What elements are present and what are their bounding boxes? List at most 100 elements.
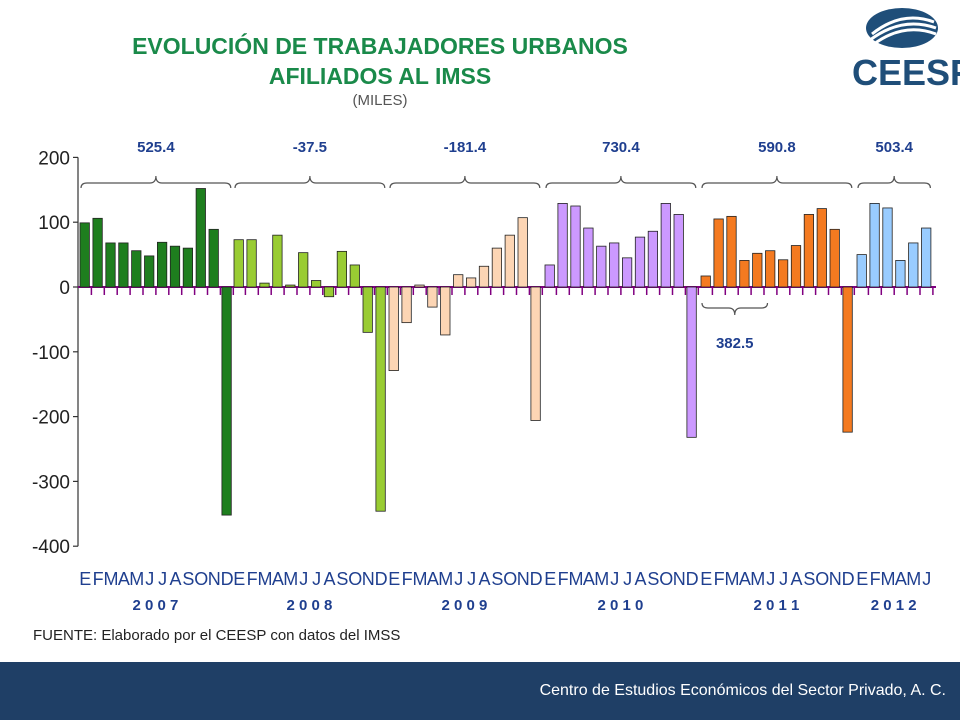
month-label: S: [803, 569, 815, 589]
month-label: M: [258, 569, 272, 589]
bar: [259, 282, 270, 288]
bar: [156, 241, 168, 288]
month-label: E: [388, 569, 400, 589]
month-label: A: [634, 569, 646, 589]
month-label: E: [233, 569, 245, 589]
group-total-label: 525.4: [137, 139, 175, 156]
year-label: 2 0 0 7: [132, 597, 178, 614]
month-label: J: [145, 569, 153, 589]
month-label: D: [686, 569, 699, 589]
year-label: 2 0 0 9: [441, 597, 487, 614]
month-label: M: [129, 569, 143, 589]
bar: [414, 284, 425, 288]
bar: [921, 227, 932, 288]
bar: [647, 230, 659, 288]
month-label: O: [503, 569, 517, 589]
month-label: F: [870, 569, 881, 589]
bar: [596, 245, 607, 288]
month-label: F: [402, 569, 413, 589]
month-label: A: [118, 569, 130, 589]
bar: [634, 236, 646, 288]
group-total-label: 730.4: [602, 139, 640, 156]
group-bracket: [80, 175, 232, 189]
month-label: A: [323, 569, 335, 589]
y-tick-label: -300: [32, 472, 70, 493]
year-label: 2 0 1 2: [871, 597, 917, 614]
ceesp-logo-icon: [866, 8, 938, 48]
group-total-label: 503.4: [875, 139, 913, 156]
month-label: D: [221, 569, 234, 589]
month-label: M: [104, 569, 118, 589]
bar: [478, 265, 490, 288]
bar: [557, 203, 568, 288]
bar: [908, 242, 919, 288]
logo-text: CEESP: [852, 52, 960, 93]
bar: [221, 286, 232, 516]
month-label: S: [491, 569, 503, 589]
bar: [622, 257, 633, 288]
month-label: S: [336, 569, 348, 589]
month-label: S: [647, 569, 659, 589]
month-label: O: [815, 569, 829, 589]
bar: [362, 286, 373, 333]
bar: [375, 286, 386, 512]
month-label: M: [725, 569, 739, 589]
chart-title: EVOLUCIÓN DE TRABAJADORES URBANOS: [132, 33, 628, 59]
month-label: M: [881, 569, 895, 589]
group-total-label: 590.8: [758, 139, 796, 156]
bar: [895, 260, 906, 288]
footer-bar: Centro de Estudios Económicos del Sector…: [0, 662, 960, 720]
bar: [765, 250, 776, 288]
bar: [803, 214, 815, 288]
y-tick-label: -400: [32, 537, 70, 558]
bar: [144, 255, 155, 288]
month-label: F: [558, 569, 569, 589]
month-label: A: [583, 569, 595, 589]
bar: [778, 259, 789, 288]
bar: [504, 234, 515, 288]
bar: [660, 203, 671, 288]
month-label: O: [194, 569, 208, 589]
bar: [79, 222, 90, 288]
bar: [673, 214, 684, 288]
month-label: J: [766, 569, 774, 589]
month-label: M: [438, 569, 452, 589]
month-label: M: [569, 569, 583, 589]
bar: [401, 286, 412, 324]
bar: [131, 250, 142, 288]
year-label: 2 0 1 0: [597, 597, 643, 614]
month-label: M: [594, 569, 608, 589]
year-label: 2 0 0 8: [286, 597, 332, 614]
month-label: M: [906, 569, 920, 589]
month-label: D: [842, 569, 855, 589]
month-label: J: [299, 569, 307, 589]
month-label: F: [247, 569, 258, 589]
y-tick-label: -200: [32, 408, 70, 429]
group-bracket: [545, 175, 697, 189]
bar: [233, 239, 244, 288]
month-label: N: [517, 569, 529, 589]
chart-subtitle: (MILES): [352, 92, 408, 109]
month-label: J: [623, 569, 631, 589]
month-label: S: [182, 569, 194, 589]
month-label: F: [714, 569, 725, 589]
bar: [583, 227, 594, 288]
bar: [440, 286, 451, 336]
bar: [491, 247, 503, 288]
bar: [544, 264, 555, 288]
bar: [570, 205, 581, 288]
month-label: A: [427, 569, 439, 589]
month-label: O: [659, 569, 673, 589]
chart-title-line2: AFILIADOS AL IMSS: [268, 63, 492, 89]
month-label: O: [348, 569, 362, 589]
y-tick-label: -100: [32, 343, 70, 364]
month-label: N: [673, 569, 685, 589]
month-label: A: [790, 569, 802, 589]
bar: [92, 217, 103, 288]
month-label: M: [413, 569, 427, 589]
month-label: J: [779, 569, 787, 589]
y-tick-label: 100: [38, 213, 70, 234]
bar: [427, 286, 438, 308]
bar: [882, 207, 893, 288]
month-label: M: [750, 569, 764, 589]
